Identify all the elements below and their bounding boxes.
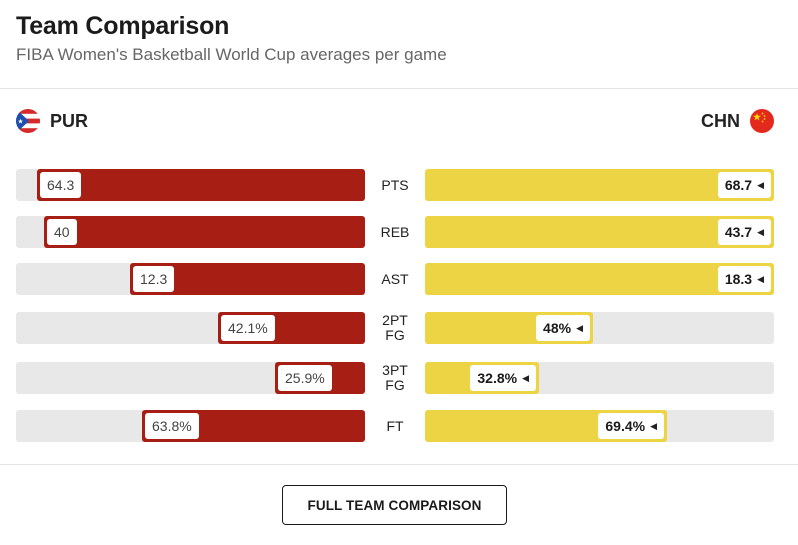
right-value-box: 32.8% ◀ (470, 365, 536, 391)
stat-label: 3PT FG (382, 362, 408, 393)
stat-row: 64.3 PTS 68.7 ◀ (0, 169, 798, 201)
left-value: 40 (47, 219, 77, 245)
left-value: 25.9% (278, 365, 332, 391)
left-track: 25.9% (16, 362, 365, 394)
page-subtitle: FIBA Women's Basketball World Cup averag… (16, 45, 447, 64)
full-team-comparison-button[interactable]: FULL TEAM COMPARISON (282, 485, 507, 525)
caret-left-icon: ◀ (650, 420, 657, 431)
left-track: 42.1% (16, 312, 365, 344)
stat-row: 63.8% FT 69.4% ◀ (0, 410, 798, 442)
left-bar: 25.9% (275, 362, 365, 394)
left-track: 64.3 (16, 169, 365, 201)
left-bar: 63.8% (142, 410, 365, 442)
left-bar: 64.3 (37, 169, 365, 201)
right-value: 68.7 (724, 177, 753, 193)
stat-row: 12.3 AST 18.3 ◀ (0, 263, 798, 295)
page-title: Team Comparison (16, 12, 230, 40)
right-value: 69.4% (605, 418, 646, 434)
left-bar: 12.3 (130, 263, 365, 295)
stat-label: AST (381, 270, 409, 287)
left-value: 12.3 (133, 266, 175, 292)
stat-label: REB (380, 223, 410, 240)
team-left: PUR (16, 108, 88, 134)
stat-label: FT (386, 417, 404, 434)
right-bar: 18.3 ◀ (425, 263, 774, 295)
left-track: 40 (16, 216, 365, 248)
right-bar: 32.8% ◀ (425, 362, 539, 394)
right-track: 69.4% ◀ (425, 410, 774, 442)
right-track: 18.3 ◀ (425, 263, 774, 295)
right-value: 48% (543, 320, 572, 336)
right-value: 43.7 (724, 224, 753, 240)
team-left-abbr: PUR (50, 110, 89, 131)
left-value: 42.1% (221, 315, 275, 341)
team-right: CHN (701, 108, 774, 134)
right-bar: 69.4% ◀ (425, 410, 667, 442)
stat-label: 2PT FG (382, 312, 408, 343)
left-bar: 40 (44, 216, 365, 248)
caret-left-icon: ◀ (757, 226, 764, 237)
left-bar: 42.1% (218, 312, 365, 344)
right-track: 32.8% ◀ (425, 362, 774, 394)
right-bar: 68.7 ◀ (425, 169, 774, 201)
caret-left-icon: ◀ (757, 179, 764, 190)
right-value-box: 68.7 ◀ (717, 172, 771, 198)
puerto-rico-flag-icon (16, 109, 40, 133)
footer-divider (0, 464, 798, 465)
right-track: 43.7 ◀ (425, 216, 774, 248)
stat-row: 25.9% 3PT FG 32.8% ◀ (0, 362, 798, 394)
right-value: 18.3 (724, 271, 753, 287)
right-bar: 48% ◀ (425, 312, 593, 344)
china-flag-icon (750, 109, 774, 133)
caret-left-icon: ◀ (576, 322, 583, 333)
left-value: 63.8% (145, 413, 199, 439)
stat-row: 40 REB 43.7 ◀ (0, 216, 798, 248)
right-value-box: 69.4% ◀ (598, 413, 664, 439)
right-value: 32.8% (477, 370, 518, 386)
header-divider (0, 88, 798, 89)
stat-label: PTS (381, 176, 409, 193)
left-track: 63.8% (16, 410, 365, 442)
right-track: 48% ◀ (425, 312, 774, 344)
stat-row: 42.1% 2PT FG 48% ◀ (0, 312, 798, 344)
right-bar: 43.7 ◀ (425, 216, 774, 248)
right-value-box: 48% ◀ (536, 315, 590, 341)
right-value-box: 18.3 ◀ (717, 266, 771, 292)
caret-left-icon: ◀ (757, 273, 764, 284)
right-track: 68.7 ◀ (425, 169, 774, 201)
left-track: 12.3 (16, 263, 365, 295)
team-right-abbr: CHN (701, 110, 740, 131)
left-value: 64.3 (40, 172, 82, 198)
caret-left-icon: ◀ (522, 372, 529, 383)
right-value-box: 43.7 ◀ (717, 219, 771, 245)
